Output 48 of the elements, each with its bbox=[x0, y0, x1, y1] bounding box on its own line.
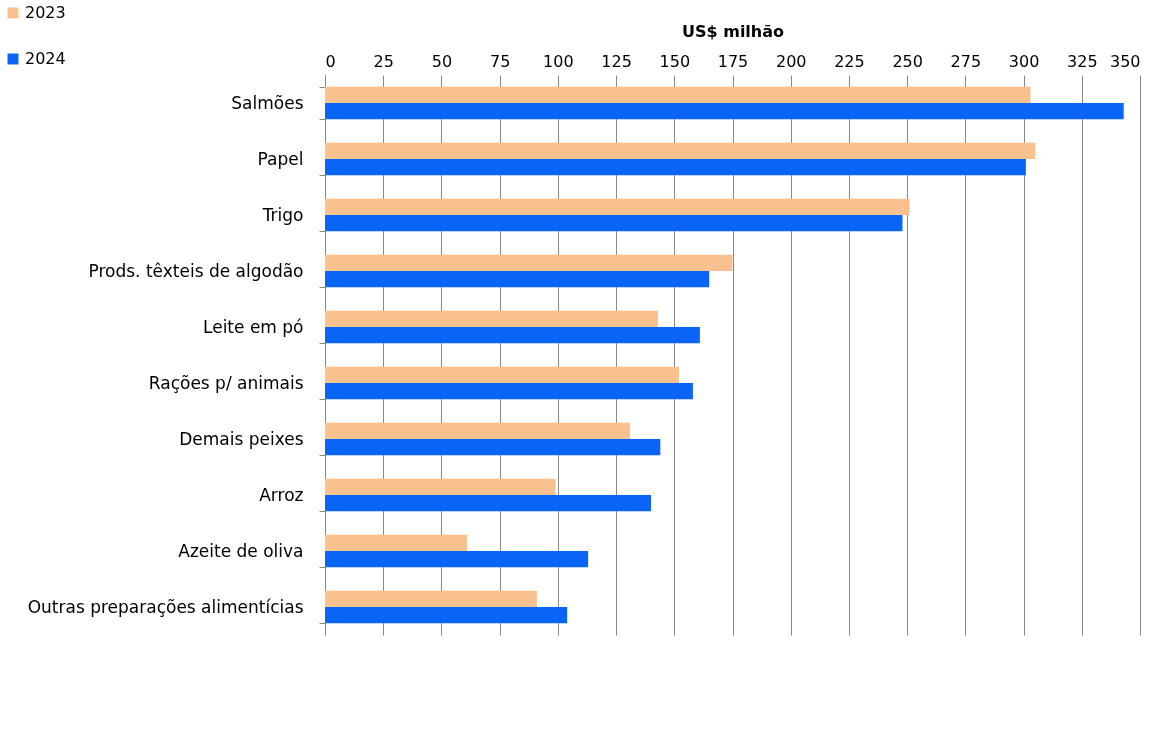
x-tick-label: 175 bbox=[717, 51, 749, 71]
bar bbox=[325, 383, 693, 400]
bar bbox=[325, 439, 661, 456]
bar bbox=[325, 198, 910, 215]
bar bbox=[325, 478, 556, 495]
x-tick-label: 25 bbox=[373, 51, 394, 71]
y-tick-label: Outras preparações alimentícias bbox=[27, 596, 304, 617]
y-tick-label: Azeite de oliva bbox=[178, 540, 304, 561]
x-tick-label: 225 bbox=[834, 51, 865, 71]
bar bbox=[325, 310, 658, 327]
x-tick-label: 150 bbox=[659, 51, 691, 71]
y-tick-label: Leite em pó bbox=[203, 316, 304, 337]
x-tick-label: 325 bbox=[1067, 51, 1098, 71]
legend-label: 2024 bbox=[25, 49, 66, 68]
bar bbox=[325, 422, 631, 439]
x-tick-label: 125 bbox=[601, 51, 632, 71]
x-tick-label: 50 bbox=[431, 51, 453, 71]
y-tick-label: Trigo bbox=[261, 204, 304, 225]
x-tick-label: 250 bbox=[892, 51, 923, 71]
x-tick-label: 100 bbox=[543, 51, 574, 71]
x-axis-title: US$ milhão bbox=[681, 21, 785, 41]
x-tick-label: 200 bbox=[775, 51, 807, 71]
y-tick-label: Arroz bbox=[259, 484, 304, 505]
bar bbox=[325, 215, 903, 232]
bar bbox=[325, 366, 679, 383]
bar bbox=[325, 271, 710, 288]
bar bbox=[325, 551, 589, 568]
bar bbox=[325, 159, 1026, 176]
bar bbox=[325, 590, 537, 607]
y-tick-label: Prods. têxteis de algodão bbox=[88, 260, 304, 281]
bar bbox=[325, 86, 1031, 103]
bar bbox=[325, 534, 468, 551]
bar bbox=[325, 607, 568, 624]
bar bbox=[325, 142, 1036, 159]
x-tick-label: 300 bbox=[1008, 51, 1040, 71]
bar bbox=[325, 327, 700, 344]
bar bbox=[325, 103, 1124, 120]
y-tick-label: Rações p/ animais bbox=[148, 372, 304, 393]
bar bbox=[325, 495, 651, 512]
x-tick-label: 75 bbox=[489, 51, 511, 71]
bar bbox=[325, 254, 733, 271]
x-tick-label: 350 bbox=[1109, 51, 1141, 71]
y-tick-label: Demais peixes bbox=[179, 428, 304, 449]
x-tick-label: 0 bbox=[325, 51, 336, 71]
y-tick-label: Salmões bbox=[231, 92, 304, 113]
legend-label: 2023 bbox=[25, 3, 66, 22]
x-tick-label: 275 bbox=[950, 51, 982, 71]
y-tick-label: Papel bbox=[257, 148, 304, 169]
